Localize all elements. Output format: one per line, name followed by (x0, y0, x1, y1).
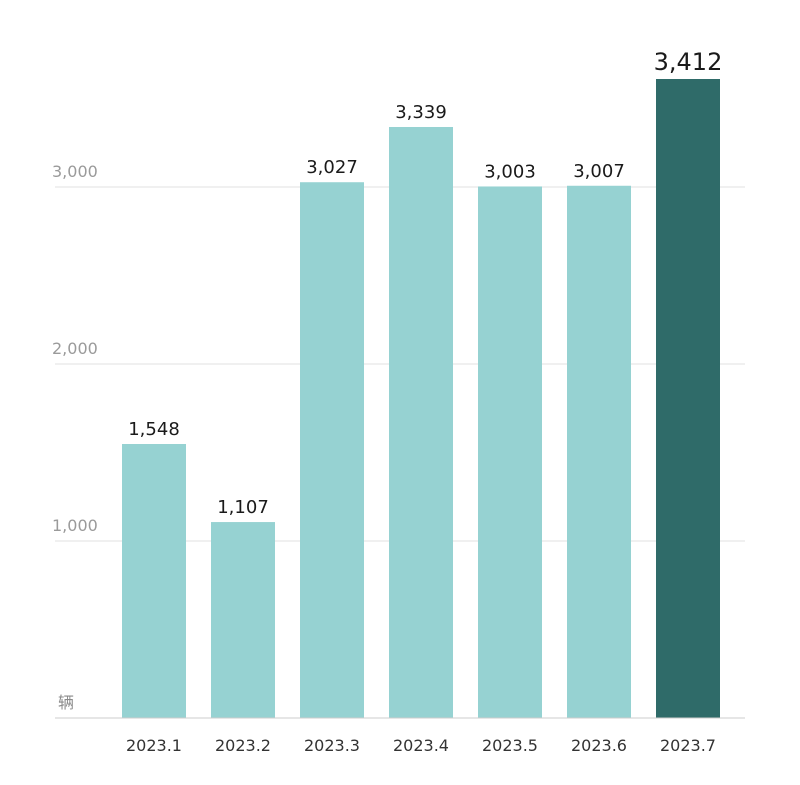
y-axis-ticks: 1,000 2,000 3,000 (52, 162, 98, 535)
x-tick-label-2023.1: 2023.1 (126, 736, 182, 755)
bar-2023.3 (300, 182, 364, 718)
data-label-2023.3: 3,027 (306, 157, 358, 178)
bar-2023.2 (211, 522, 275, 718)
data-label-2023.5: 3,003 (484, 161, 536, 182)
data-label-2023.6: 3,007 (573, 161, 625, 182)
data-label-2023.4: 3,339 (395, 102, 447, 123)
bar-2023.4 (389, 126, 453, 718)
y-tick-label-1: 2,000 (52, 339, 98, 358)
x-tick-label-2023.2: 2023.2 (215, 736, 271, 755)
y-tick-label-2: 3,000 (52, 162, 98, 181)
x-tick-label-2023.6: 2023.6 (571, 736, 627, 755)
bar-2023.7 (656, 79, 720, 718)
y-tick-label-0: 1,000 (52, 516, 98, 535)
bar-2023.1 (122, 444, 186, 718)
y-axis-unit-label: 辆 (58, 693, 74, 712)
data-label-2023.2: 1,107 (217, 497, 269, 518)
x-tick-label-2023.3: 2023.3 (304, 736, 360, 755)
data-label-2023.1: 1,548 (128, 419, 180, 440)
x-tick-label-2023.4: 2023.4 (393, 736, 449, 755)
x-tick-label-2023.5: 2023.5 (482, 736, 538, 755)
bar-2023.5 (478, 186, 542, 718)
x-axis-categories: 2023.1 2023.2 2023.3 2023.4 2023.5 2023.6 2023… (126, 736, 716, 755)
bars (122, 79, 720, 719)
data-label-2023.7: 3,412 (654, 48, 723, 76)
bar-2023.6 (567, 185, 631, 719)
data-labels: 1,548 1,107 3,027 3,339 3,003 3,007 3,412 (128, 48, 722, 518)
x-tick-label-2023.7: 2023.7 (660, 736, 716, 755)
